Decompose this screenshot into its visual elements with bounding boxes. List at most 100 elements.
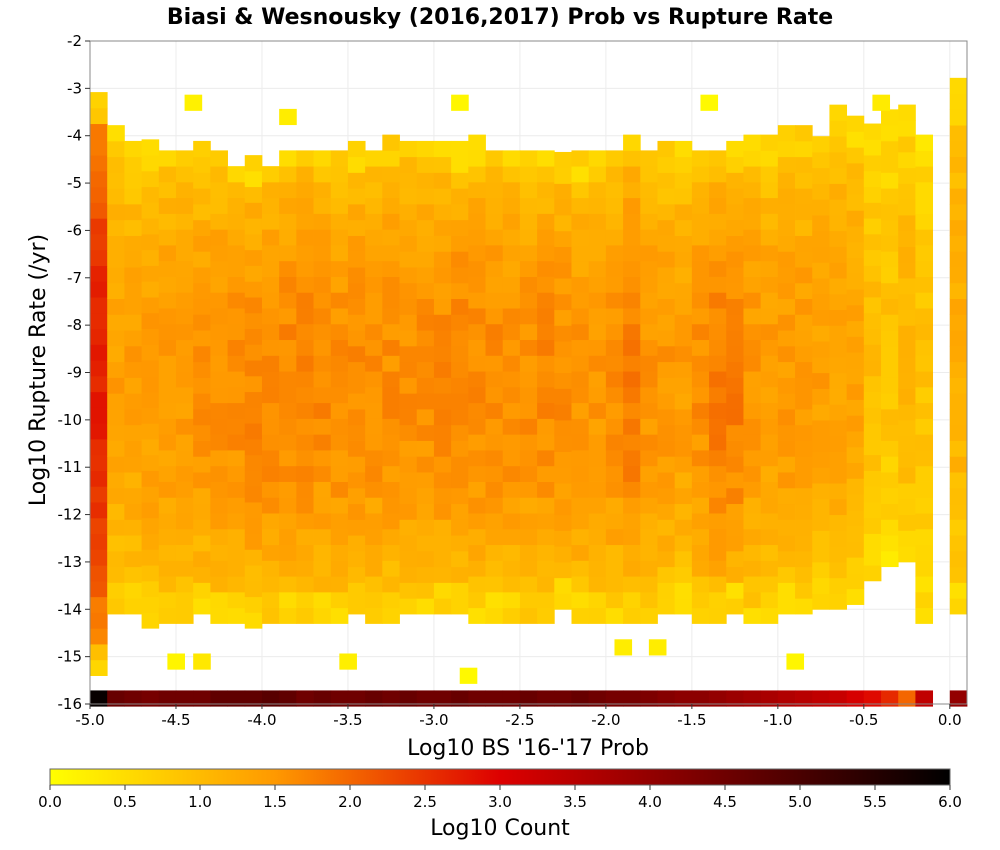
- heatmap-cell: [175, 402, 194, 419]
- heatmap-cell: [777, 535, 796, 552]
- heatmap-cell: [141, 391, 160, 408]
- heatmap-cell: [605, 576, 624, 593]
- heatmap-cell: [244, 375, 263, 393]
- heatmap-cell: [175, 355, 194, 372]
- heatmap-cell: [382, 402, 400, 419]
- heatmap-cell: [812, 561, 830, 579]
- heatmap-cell: [382, 197, 400, 214]
- heatmap-cell: [812, 690, 830, 707]
- heatmap-cell: [279, 576, 297, 593]
- heatmap-cell: [691, 560, 710, 577]
- heatmap-cell: [502, 481, 521, 498]
- heatmap-cell: [760, 690, 779, 707]
- heatmap-cell: [124, 314, 142, 331]
- heatmap-cell: [296, 418, 314, 435]
- heatmap-cell: [691, 197, 710, 214]
- heatmap-cell: [227, 181, 246, 199]
- heatmap-cell: [777, 472, 796, 489]
- heatmap-cell: [777, 125, 796, 142]
- heatmap-cell: [795, 188, 813, 205]
- heatmap-cell: [459, 667, 478, 684]
- heatmap-cell: [279, 229, 297, 246]
- heatmap-cell: [623, 371, 641, 388]
- heatmap-cell: [502, 465, 521, 482]
- heatmap-cell: [623, 497, 641, 514]
- heatmap-cell: [485, 292, 504, 309]
- heatmap-cell: [279, 213, 297, 230]
- heatmap-cell: [175, 386, 194, 404]
- heatmap-cell: [261, 576, 280, 593]
- heatmap-cell: [261, 197, 280, 214]
- heatmap-cell: [382, 260, 400, 277]
- heatmap-cell: [949, 424, 968, 441]
- heatmap-cell: [468, 292, 486, 309]
- heatmap-cell: [691, 371, 710, 388]
- heatmap-cell: [863, 502, 882, 519]
- heatmap-cell: [158, 260, 177, 277]
- heatmap-cell: [726, 424, 744, 441]
- heatmap-cell: [210, 323, 228, 341]
- heatmap-cell: [640, 323, 658, 341]
- heatmap-cell: [709, 513, 727, 530]
- heatmap-cell: [881, 690, 899, 707]
- heatmap-cell: [605, 181, 624, 199]
- heatmap-cell: [330, 576, 349, 593]
- heatmap-cell: [829, 420, 848, 437]
- heatmap-cell: [709, 292, 727, 309]
- heatmap-cell: [141, 249, 160, 266]
- heatmap-cell: [158, 576, 177, 593]
- heatmap-cell: [949, 377, 968, 394]
- heatmap-cell: [296, 513, 314, 530]
- heatmap-cell: [416, 456, 435, 473]
- heatmap-cell: [709, 213, 727, 230]
- heatmap-cell: [227, 197, 246, 214]
- heatmap-cell: [640, 402, 658, 419]
- heatmap-cell: [588, 690, 607, 707]
- heatmap-cell: [623, 134, 641, 151]
- heatmap-cell: [433, 456, 452, 473]
- heatmap-cell: [416, 330, 435, 347]
- heatmap-cell: [760, 481, 779, 498]
- heatmap-cell: [898, 372, 916, 389]
- heatmap-cell: [657, 361, 676, 378]
- heatmap-cell: [175, 513, 194, 530]
- heatmap-cell: [416, 219, 435, 236]
- heatmap-cell: [537, 245, 555, 262]
- heatmap-cell: [846, 147, 865, 164]
- heatmap-cell: [554, 372, 572, 389]
- heatmap-cell: [365, 402, 383, 419]
- heatmap-cell: [210, 181, 228, 199]
- heatmap-cell: [451, 330, 469, 347]
- heatmap-cell: [588, 481, 607, 498]
- heatmap-cell: [313, 465, 332, 482]
- heatmap-cell: [657, 487, 676, 505]
- heatmap-cell: [296, 560, 314, 577]
- heatmap-cell: [657, 598, 676, 615]
- heatmap-cell: [399, 140, 418, 158]
- heatmap-cell: [468, 576, 486, 593]
- heatmap-cell: [279, 260, 297, 277]
- heatmap-cell: [347, 456, 366, 473]
- heatmap-cell: [726, 566, 744, 583]
- heatmap-cell: [193, 156, 211, 173]
- heatmap-cell: [399, 566, 418, 583]
- heatmap-cell: [347, 487, 366, 505]
- heatmap-cell: [107, 472, 125, 489]
- heatmap-cell: [588, 355, 607, 372]
- heatmap-cell: [451, 440, 469, 457]
- heatmap-cell: [863, 170, 882, 188]
- heatmap-cell: [829, 151, 848, 169]
- heatmap-cell: [279, 560, 297, 577]
- heatmap-cell: [261, 213, 280, 230]
- chart-title: Biasi & Wesnousky (2016,2017) Prob vs Ru…: [167, 5, 833, 30]
- heatmap-cell: [519, 197, 538, 214]
- heatmap-cell: [623, 528, 641, 546]
- heatmap-cell: [915, 292, 934, 309]
- heatmap-cell: [795, 519, 813, 536]
- colorbar-tick-label: 2.0: [338, 793, 362, 811]
- heatmap-cell: [519, 260, 538, 277]
- heatmap-cell: [863, 186, 882, 203]
- heatmap-cell: [777, 235, 796, 252]
- heatmap-cell: [846, 162, 865, 180]
- heatmap-cell: [296, 528, 314, 546]
